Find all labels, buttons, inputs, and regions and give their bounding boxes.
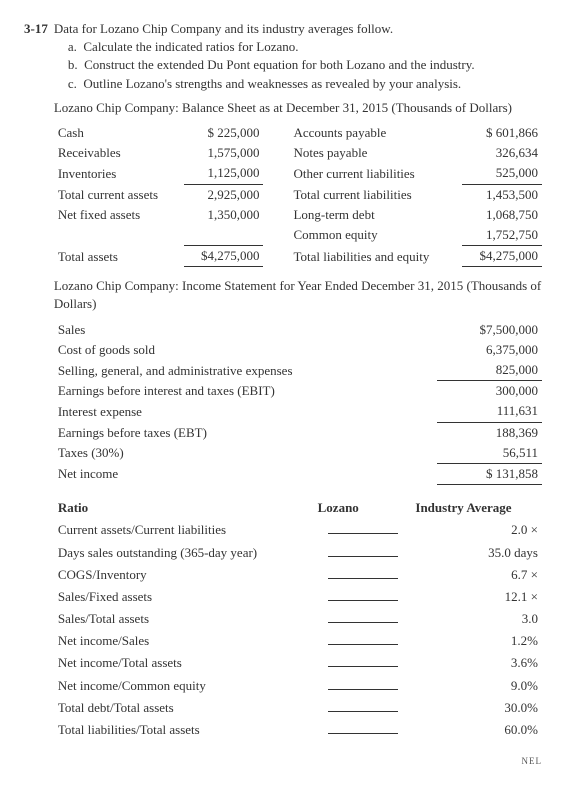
- is-ni-label: Net income: [54, 463, 437, 484]
- bs-ta-label: Total assets: [54, 246, 184, 267]
- problem-number: 3-17: [24, 20, 48, 741]
- bs-ocl-value: 525,000: [462, 163, 542, 184]
- bs-tle-label: Total liabilities and equity: [289, 246, 462, 267]
- ratio-header-ratio: Ratio: [54, 497, 314, 519]
- sub-b: b. Construct the extended Du Pont equati…: [68, 56, 542, 74]
- ratio-row-label: Sales/Fixed assets: [54, 586, 314, 608]
- sub-c: c. Outline Lozano's strengths and weakne…: [68, 75, 542, 93]
- ratio-industry-value: 2.0 ×: [411, 519, 542, 541]
- ratio-industry-value: 1.2%: [411, 630, 542, 652]
- bs-ce-label: Common equity: [289, 225, 462, 246]
- is-ebit-value: 300,000: [437, 381, 542, 402]
- is-sales-value: $7,500,000: [437, 320, 542, 340]
- bs-ce-value: 1,752,750: [462, 225, 542, 246]
- ratio-blank: [328, 544, 398, 557]
- ratio-industry-value: 60.0%: [411, 719, 542, 741]
- ratio-blank: [328, 721, 398, 734]
- is-sga-value: 825,000: [437, 360, 542, 381]
- is-ebt-label: Earnings before taxes (EBT): [54, 422, 437, 443]
- ratio-row-label: Sales/Total assets: [54, 608, 314, 630]
- ratio-header-industry: Industry Average: [411, 497, 542, 519]
- bs-ap-label: Accounts payable: [289, 123, 462, 143]
- bs-np-label: Notes payable: [289, 143, 462, 163]
- ratio-industry-value: 6.7 ×: [411, 564, 542, 586]
- bs-tcl-label: Total current liabilities: [289, 184, 462, 205]
- bs-ltd-value: 1,068,750: [462, 205, 542, 225]
- footer-nel: NEL: [24, 755, 542, 768]
- ratio-blank: [328, 632, 398, 645]
- is-sales-label: Sales: [54, 320, 437, 340]
- income-statement-table: Sales$7,500,000 Cost of goods sold6,375,…: [54, 320, 542, 486]
- bs-tle-value: $4,275,000: [462, 246, 542, 267]
- bs-recv-value: 1,575,000: [184, 143, 264, 163]
- problem-body: Data for Lozano Chip Company and its ind…: [54, 20, 542, 741]
- balance-sheet-table: Cash $ 225,000 Accounts payable $ 601,86…: [54, 123, 542, 267]
- bs-inv-label: Inventories: [54, 163, 184, 184]
- bs-cash-value: $ 225,000: [184, 123, 264, 143]
- ratio-row-label: COGS/Inventory: [54, 564, 314, 586]
- bs-np-value: 326,634: [462, 143, 542, 163]
- ratio-blank: [328, 610, 398, 623]
- sub-a: a. Calculate the indicated ratios for Lo…: [68, 38, 542, 56]
- ratio-blank: [328, 654, 398, 667]
- is-cogs-value: 6,375,000: [437, 340, 542, 360]
- is-tax-value: 56,511: [437, 443, 542, 464]
- bs-ocl-label: Other current liabilities: [289, 163, 462, 184]
- ratio-industry-value: 3.6%: [411, 652, 542, 674]
- ratio-industry-value: 30.0%: [411, 697, 542, 719]
- bs-ta-value: $4,275,000: [184, 246, 264, 267]
- is-ni-value: $ 131,858: [437, 463, 542, 484]
- bs-tca-label: Total current assets: [54, 184, 184, 205]
- ratio-row-label: Net income/Sales: [54, 630, 314, 652]
- ratio-row-label: Days sales outstanding (365-day year): [54, 542, 314, 564]
- problem-header: 3-17 Data for Lozano Chip Company and it…: [24, 20, 542, 741]
- balance-sheet-title: Lozano Chip Company: Balance Sheet as at…: [54, 99, 542, 117]
- bs-tcl-value: 1,453,500: [462, 184, 542, 205]
- ratio-row-label: Current assets/Current liabilities: [54, 519, 314, 541]
- is-sga-label: Selling, general, and administrative exp…: [54, 360, 437, 381]
- ratio-industry-value: 9.0%: [411, 675, 542, 697]
- ratio-row-label: Net income/Common equity: [54, 675, 314, 697]
- ratio-blank: [328, 588, 398, 601]
- ratio-industry-value: 35.0 days: [411, 542, 542, 564]
- bs-inv-value: 1,125,000: [184, 163, 264, 184]
- bs-ltd-label: Long-term debt: [289, 205, 462, 225]
- income-statement-title: Lozano Chip Company: Income Statement fo…: [54, 277, 542, 313]
- problem-intro: Data for Lozano Chip Company and its ind…: [54, 20, 542, 38]
- is-cogs-label: Cost of goods sold: [54, 340, 437, 360]
- bs-recv-label: Receivables: [54, 143, 184, 163]
- ratio-industry-value: 12.1 ×: [411, 586, 542, 608]
- ratio-blank: [328, 521, 398, 534]
- ratio-row-label: Total liabilities/Total assets: [54, 719, 314, 741]
- is-ebt-value: 188,369: [437, 422, 542, 443]
- ratio-header-lozano: Lozano: [314, 497, 412, 519]
- ratio-row-label: Total debt/Total assets: [54, 697, 314, 719]
- bs-nfa-label: Net fixed assets: [54, 205, 184, 225]
- bs-nfa-value: 1,350,000: [184, 205, 264, 225]
- bs-tca-value: 2,925,000: [184, 184, 264, 205]
- is-int-value: 111,631: [437, 401, 542, 422]
- bs-cash-label: Cash: [54, 123, 184, 143]
- ratio-blank: [328, 677, 398, 690]
- bs-ap-value: $ 601,866: [462, 123, 542, 143]
- is-int-label: Interest expense: [54, 401, 437, 422]
- ratio-blank: [328, 699, 398, 712]
- ratio-row-label: Net income/Total assets: [54, 652, 314, 674]
- is-tax-label: Taxes (30%): [54, 443, 437, 464]
- ratio-industry-value: 3.0: [411, 608, 542, 630]
- ratio-blank: [328, 566, 398, 579]
- is-ebit-label: Earnings before interest and taxes (EBIT…: [54, 381, 437, 402]
- ratio-table: Ratio Lozano Industry Average Current as…: [54, 497, 542, 741]
